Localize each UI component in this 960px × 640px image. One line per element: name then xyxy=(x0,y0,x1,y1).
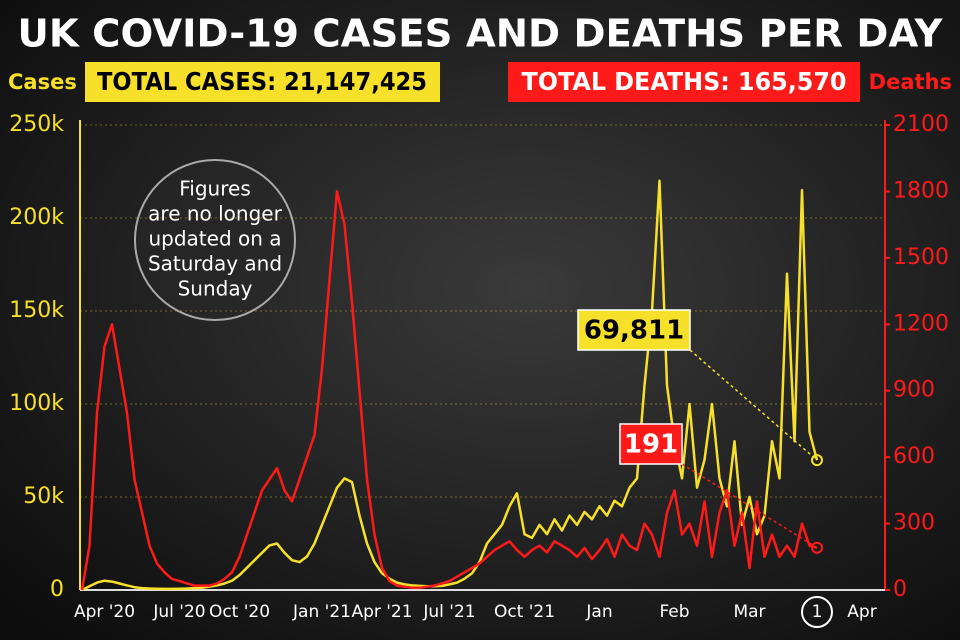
y2-axis-label: Deaths xyxy=(869,70,952,94)
total-cases: TOTAL CASES: 21,147,425 xyxy=(97,67,427,96)
y-axis-label: Cases xyxy=(8,70,77,94)
x-tick-label: Apr '21 xyxy=(351,602,412,622)
x-tick-label: Feb xyxy=(659,602,689,622)
x-tick-label: Jul '21 xyxy=(422,602,475,622)
y2-tick-label: 300 xyxy=(893,511,935,536)
x-tick-label: 1 xyxy=(812,602,823,622)
y2-tick-label: 1800 xyxy=(893,178,949,203)
x-tick-label: Oct '20 xyxy=(209,602,270,622)
x-tick-label: Apr '20 xyxy=(74,602,135,622)
callout-box xyxy=(619,423,683,465)
y-tick-label: 150k xyxy=(9,298,64,323)
y2-tick-label: 0 xyxy=(893,577,907,602)
note-line: updated on a xyxy=(148,227,281,251)
y2-tick-label: 2100 xyxy=(893,112,949,137)
callout-leader xyxy=(681,463,818,549)
total-cases-box xyxy=(85,62,440,102)
y-tick-label: 100k xyxy=(9,391,64,416)
note-line: Saturday and xyxy=(148,252,282,276)
total-deaths-box xyxy=(508,62,860,102)
y2-tick-label: 600 xyxy=(893,444,935,469)
y-tick-label: 50k xyxy=(23,484,64,509)
x-tick-label: Apr xyxy=(847,602,876,622)
y-tick-label: 250k xyxy=(9,112,64,137)
note-line: Figures xyxy=(179,177,250,201)
x-tick-label: Mar xyxy=(733,602,765,622)
callout-leader xyxy=(689,349,818,461)
end-marker xyxy=(811,541,823,554)
data-label: 191 xyxy=(624,430,678,460)
y-tick-label: 200k xyxy=(9,205,64,230)
y-tick-label: 0 xyxy=(50,577,64,602)
y2-tick-label: 900 xyxy=(893,378,935,403)
x-tick-label: Jan xyxy=(585,602,612,622)
chart-title: UK COVID-19 CASES AND DEATHS PER DAY xyxy=(18,12,943,56)
y2-tick-label: 1200 xyxy=(893,311,949,336)
end-marker xyxy=(811,454,823,467)
note-line: are no longer xyxy=(148,202,282,226)
note-circle xyxy=(134,159,296,321)
x-tick-label: Jul '20 xyxy=(152,602,205,622)
x-tick-highlight xyxy=(801,596,833,628)
series-line xyxy=(81,179,819,592)
data-label: 69,811 xyxy=(584,316,684,346)
x-tick-label: Oct '21 xyxy=(494,602,555,622)
series-line xyxy=(80,190,818,591)
x-tick-label: Jan '21 xyxy=(292,602,351,622)
callout-box xyxy=(577,309,691,351)
y2-tick-label: 1500 xyxy=(893,245,949,270)
note-line: Sunday xyxy=(178,277,253,301)
total-deaths: TOTAL DEATHS: 165,570 xyxy=(522,67,847,96)
